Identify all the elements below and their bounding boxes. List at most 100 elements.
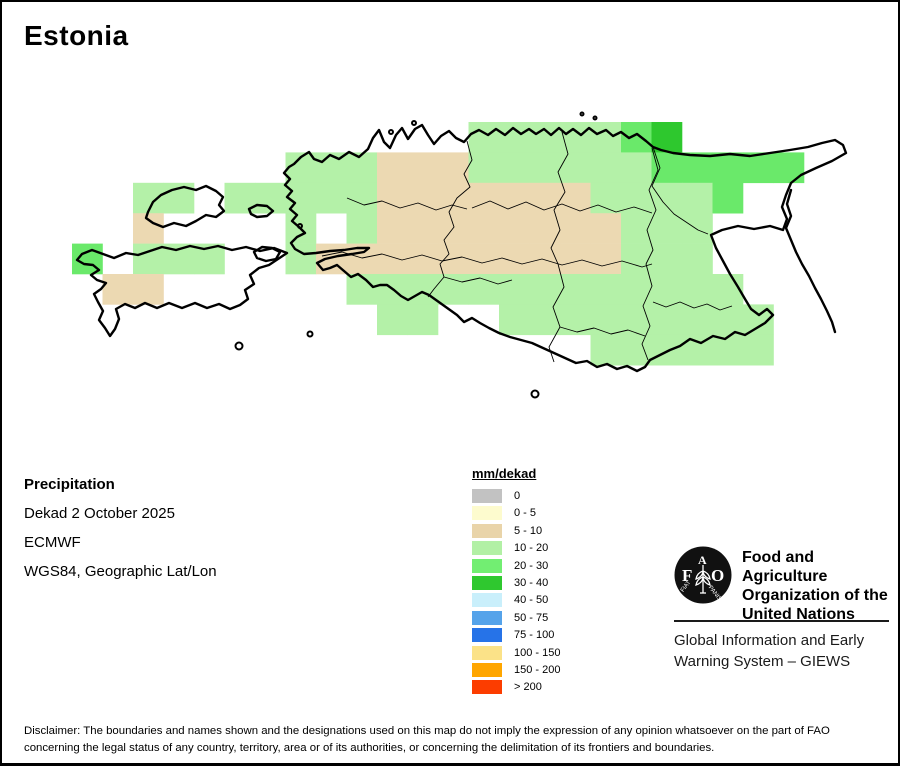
raster-cell bbox=[621, 334, 652, 366]
raster-cell bbox=[590, 182, 622, 214]
legend-row: 20 - 30 bbox=[472, 558, 560, 573]
legend-row: 30 - 40 bbox=[472, 575, 560, 590]
legend-row: > 200 bbox=[472, 680, 560, 695]
disclaimer-line-1: Disclaimer: The boundaries and names sho… bbox=[24, 725, 830, 737]
legend-swatch bbox=[472, 523, 502, 538]
raster-cell bbox=[377, 182, 408, 214]
raster-cell bbox=[590, 213, 622, 244]
raster-cell bbox=[407, 243, 439, 275]
raster-cell bbox=[468, 274, 500, 305]
raster-cell bbox=[346, 274, 378, 305]
raster-cell bbox=[529, 304, 561, 336]
page-title: Estonia bbox=[24, 20, 129, 51]
raster-cell bbox=[621, 274, 652, 305]
raster-cell bbox=[651, 213, 683, 244]
raster-cell bbox=[346, 182, 378, 214]
legend-label: 30 - 40 bbox=[514, 576, 549, 589]
raster-cell bbox=[773, 152, 805, 184]
mainland-outline bbox=[282, 123, 848, 373]
legend-label: 0 - 5 bbox=[514, 507, 537, 520]
raster-cell bbox=[712, 304, 744, 336]
raster-cell bbox=[499, 304, 530, 336]
islet bbox=[388, 129, 394, 135]
islet bbox=[306, 330, 314, 338]
legend-swatch bbox=[472, 558, 502, 573]
fao-name-line: United Nations bbox=[742, 606, 855, 623]
legend-label: 100 - 150 bbox=[514, 646, 561, 659]
raster-cell bbox=[560, 243, 591, 275]
legend-label: 20 - 30 bbox=[514, 559, 549, 572]
legend-row: 100 - 150 bbox=[472, 645, 561, 660]
raster-cell bbox=[682, 304, 713, 336]
legend-row: 0 - 5 bbox=[472, 506, 560, 521]
giews-line: Global Information and Early bbox=[674, 632, 865, 649]
legend-row: 40 - 50 bbox=[472, 593, 560, 608]
saaremaa-island-outline bbox=[75, 244, 289, 338]
legend-swatch bbox=[472, 541, 502, 556]
info-projection: WGS84, Geographic Lat/Lon bbox=[24, 563, 217, 580]
raster-cell bbox=[682, 274, 713, 305]
raster-cell bbox=[590, 122, 622, 153]
raster-cell bbox=[407, 213, 439, 244]
county-boundary-line bbox=[550, 131, 569, 265]
legend-rows: 0 0 - 5 5 - 10 10 - 20 20 - 30 30 - 40 40 - 50… bbox=[472, 489, 561, 695]
raster-cell bbox=[133, 274, 164, 305]
islet bbox=[579, 111, 585, 117]
legend-row: 50 - 75 bbox=[472, 610, 560, 625]
raster-cell bbox=[712, 334, 744, 366]
raster-cell bbox=[651, 274, 683, 305]
vormsi-island-outline bbox=[247, 203, 275, 219]
legend-row: 0 bbox=[472, 489, 560, 503]
hiiumaa-island-outline bbox=[144, 184, 226, 229]
legend-row: 5 - 10 bbox=[472, 523, 560, 538]
islet bbox=[411, 120, 417, 126]
legend: mm/dekad 0 0 - 5 5 - 10 10 - 20 20 - 30 30 - … bbox=[472, 466, 561, 695]
raster-cell bbox=[407, 182, 439, 214]
raster-cell bbox=[529, 152, 561, 184]
legend-label: 75 - 100 bbox=[514, 629, 555, 642]
legend-swatch bbox=[472, 662, 502, 677]
raster-cell bbox=[682, 243, 713, 275]
raster-cell bbox=[468, 152, 500, 184]
raster-cell bbox=[499, 152, 530, 184]
raster-cells bbox=[72, 122, 805, 366]
raster-cell bbox=[499, 213, 530, 244]
legend-label: > 200 bbox=[514, 681, 542, 694]
raster-cell bbox=[682, 152, 713, 184]
county-boundary-line bbox=[321, 251, 653, 268]
raster-cell bbox=[560, 213, 591, 244]
disclaimer: Disclaimer: The boundaries and names sho… bbox=[24, 723, 886, 757]
legend-swatch bbox=[472, 680, 502, 695]
raster-cell bbox=[377, 152, 408, 184]
raster-cell bbox=[590, 274, 622, 305]
info-dekad: Dekad 2 October 2025 bbox=[24, 505, 175, 522]
fao-separator-line bbox=[674, 620, 889, 622]
raster-cell bbox=[285, 243, 317, 275]
raster-cell bbox=[438, 182, 469, 214]
legend-row: 75 - 100 bbox=[472, 628, 560, 643]
islet bbox=[592, 115, 598, 121]
raster-cell bbox=[621, 213, 652, 244]
raster-cell bbox=[499, 274, 530, 305]
raster-cell bbox=[438, 274, 469, 305]
raster-cell bbox=[621, 243, 652, 275]
county-boundary-line bbox=[645, 147, 659, 265]
raster-cell bbox=[102, 274, 134, 305]
fao-logo-letter-a: A bbox=[698, 553, 707, 567]
raster-cell bbox=[499, 122, 530, 153]
county-boundary-line bbox=[652, 301, 733, 311]
raster-cell bbox=[621, 152, 652, 184]
raster-cell bbox=[743, 334, 774, 366]
legend-swatch bbox=[472, 628, 502, 643]
islet bbox=[297, 223, 303, 229]
raster-cell bbox=[468, 182, 500, 214]
legend-row: 10 - 20 bbox=[472, 541, 560, 556]
raster-cell bbox=[346, 152, 378, 184]
disclaimer-line-2: concerning the legal status of any count… bbox=[24, 742, 715, 754]
raster-cell bbox=[590, 304, 622, 336]
giews-name: Global Information and Early Warning Sys… bbox=[674, 630, 864, 672]
raster-cell bbox=[529, 243, 561, 275]
legend-swatch bbox=[472, 575, 502, 590]
